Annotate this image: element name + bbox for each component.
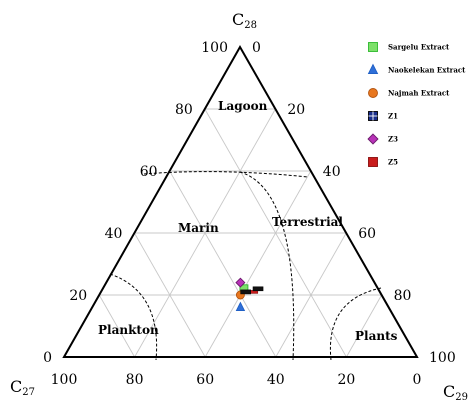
boundary-terrestrial	[239, 171, 295, 361]
bottom-tick-label: 40	[267, 372, 285, 388]
bottom-tick-label: 20	[337, 372, 355, 388]
apex-labels: C28 C27 C29	[10, 10, 468, 403]
left-tick-label: 80	[175, 102, 193, 118]
legend-item-label: Sargelu Extract	[388, 43, 450, 52]
boundary-lagoon	[143, 171, 309, 178]
boundary-plants	[329, 287, 382, 361]
legend-item: Z3	[367, 133, 398, 145]
bottom-tick-label: 60	[196, 372, 214, 388]
marker-triangle	[235, 301, 246, 312]
apex-label-top: C28	[232, 10, 257, 31]
data-point-naokelekan-extract	[235, 301, 246, 312]
legend: Sargelu Extract Naokelekan Extract Najmah …	[367, 42, 466, 167]
legend-item-label: Z5	[388, 158, 398, 167]
bottom-tick-label: 100	[51, 372, 78, 388]
region-labels: Lagoon Marin Terrestrial Plankton Plants	[98, 99, 398, 343]
legend-marker	[368, 111, 378, 121]
left-tick-label: 0	[43, 350, 52, 366]
grid-line-c29-60	[275, 232, 347, 358]
legend-item-label: Naokelekan Extract	[388, 66, 466, 75]
region-label-marin: Marin	[178, 221, 219, 235]
triangle-frame	[62, 44, 419, 358]
data-point-z1	[252, 286, 264, 292]
grid-line-c27-40	[169, 170, 277, 358]
region-label-plants: Plants	[355, 329, 398, 343]
grid-line-c27-80	[98, 294, 135, 358]
region-label-plankton: Plankton	[98, 323, 159, 337]
data-point-z3	[235, 277, 246, 288]
left-tick-label: 100	[201, 40, 228, 56]
legend-item: Z1	[368, 111, 398, 121]
apex-label-left: C27	[10, 377, 35, 398]
tick-labels: 0 20 40 60 80 100 0 20 40 60 80 100 100 80 60 40 20 0	[43, 40, 456, 388]
right-tick-label: 60	[358, 226, 376, 242]
left-tick-label: 20	[69, 288, 87, 304]
data-points	[235, 277, 264, 312]
boundary-plankton	[109, 273, 158, 361]
bottom-tick-label: 80	[126, 372, 144, 388]
legend-marker	[368, 42, 378, 52]
apex-label-right: C29	[443, 382, 468, 401]
grid-line-c29-40	[204, 170, 312, 358]
legend-item-label: Z3	[388, 135, 398, 144]
marker-circle	[368, 88, 378, 98]
legend-marker	[367, 63, 379, 75]
marker-diamond	[235, 277, 246, 288]
legend-item: Sargelu Extract	[368, 42, 450, 52]
grid-line-c27-60	[134, 232, 206, 358]
marker-diamond	[367, 133, 379, 145]
grid-lines	[98, 108, 382, 358]
legend-item: Z5	[368, 157, 398, 167]
region-label-lagoon: Lagoon	[218, 99, 268, 113]
legend-item: Najmah Extract	[368, 88, 450, 98]
left-tick-label: 60	[140, 164, 158, 180]
right-tick-label: 40	[323, 164, 341, 180]
right-tick-label: 100	[429, 350, 456, 366]
right-tick-label: 80	[394, 288, 412, 304]
left-tick-label: 40	[105, 226, 123, 242]
bottom-tick-label: 0	[413, 372, 422, 388]
right-tick-label: 0	[252, 40, 261, 56]
marker-square	[368, 157, 378, 167]
region-label-terrestrial: Terrestrial	[272, 215, 343, 229]
right-tick-label: 20	[287, 102, 305, 118]
legend-marker	[367, 133, 379, 145]
legend-marker	[368, 88, 378, 98]
legend-item-label: Z1	[388, 112, 398, 121]
region-boundaries	[109, 171, 382, 361]
legend-marker	[368, 157, 378, 167]
triangle-outline	[62, 44, 419, 358]
legend-item: Naokelekan Extract	[367, 63, 466, 75]
marker-triangle	[367, 63, 379, 75]
data-point-z1	[240, 289, 251, 295]
grid-line-c29-80	[346, 294, 382, 358]
marker-square	[368, 42, 378, 52]
legend-item-label: Najmah Extract	[388, 89, 450, 98]
